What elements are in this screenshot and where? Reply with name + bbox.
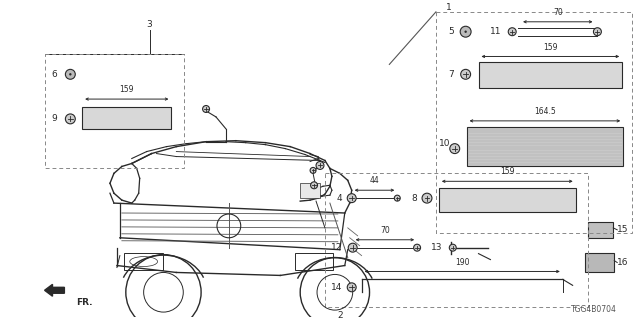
Text: 190: 190 xyxy=(455,258,469,267)
Text: 12: 12 xyxy=(331,243,342,252)
Circle shape xyxy=(593,28,602,36)
Text: 5: 5 xyxy=(448,27,454,36)
FancyArrow shape xyxy=(45,284,65,296)
Bar xyxy=(82,107,172,129)
Text: 70: 70 xyxy=(380,226,390,235)
Bar xyxy=(436,12,632,233)
Circle shape xyxy=(348,243,357,252)
Circle shape xyxy=(65,114,76,124)
Bar xyxy=(300,183,320,198)
Circle shape xyxy=(69,73,72,76)
Text: 15: 15 xyxy=(617,225,628,234)
Text: 164.5: 164.5 xyxy=(534,107,556,116)
Text: FR.: FR. xyxy=(76,298,93,307)
Text: 16: 16 xyxy=(617,258,628,267)
Text: 14: 14 xyxy=(331,283,342,292)
Text: 7: 7 xyxy=(448,70,454,79)
Bar xyxy=(295,253,333,270)
Circle shape xyxy=(422,193,432,203)
Text: 4: 4 xyxy=(337,194,342,203)
Text: 2: 2 xyxy=(337,310,342,320)
Circle shape xyxy=(461,69,470,79)
Circle shape xyxy=(508,28,516,36)
Bar xyxy=(467,127,623,166)
Text: 44: 44 xyxy=(370,176,380,185)
Bar xyxy=(439,188,575,212)
Bar xyxy=(588,222,613,238)
Circle shape xyxy=(394,195,400,201)
Circle shape xyxy=(348,283,356,292)
Circle shape xyxy=(465,30,467,33)
Circle shape xyxy=(460,26,471,37)
Bar xyxy=(325,173,588,307)
Circle shape xyxy=(450,144,460,154)
Circle shape xyxy=(413,244,420,251)
Circle shape xyxy=(65,69,76,79)
Text: TGG4B0704: TGG4B0704 xyxy=(572,305,617,314)
Circle shape xyxy=(203,106,209,112)
Text: 13: 13 xyxy=(431,243,443,252)
Text: 159: 159 xyxy=(500,167,515,176)
Text: 159: 159 xyxy=(543,43,557,52)
Text: 159: 159 xyxy=(120,85,134,94)
Text: 6: 6 xyxy=(52,70,58,79)
Circle shape xyxy=(316,162,324,169)
Text: 10: 10 xyxy=(439,139,451,148)
Bar xyxy=(124,253,163,270)
Bar xyxy=(479,62,622,88)
Circle shape xyxy=(310,182,317,189)
Text: 11: 11 xyxy=(490,27,501,36)
Circle shape xyxy=(449,244,456,251)
Text: 70: 70 xyxy=(553,8,563,17)
Text: 9: 9 xyxy=(52,114,58,124)
Circle shape xyxy=(348,194,356,203)
Text: 3: 3 xyxy=(147,20,152,29)
Text: 1: 1 xyxy=(446,4,452,12)
Text: 8: 8 xyxy=(412,194,417,203)
Bar xyxy=(45,54,184,168)
Bar xyxy=(584,253,614,272)
Circle shape xyxy=(310,167,316,173)
